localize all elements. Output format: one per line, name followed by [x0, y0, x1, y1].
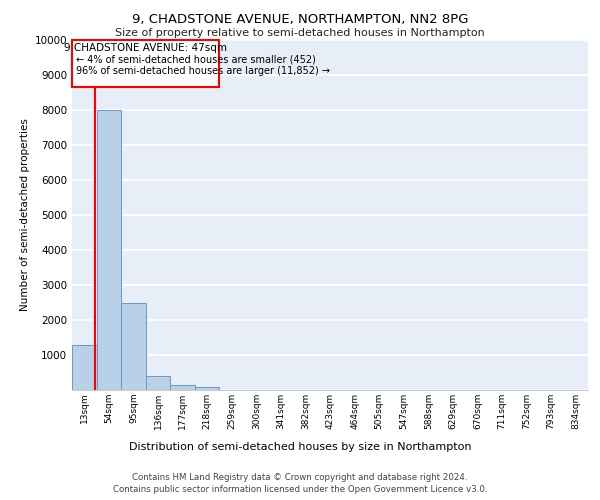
Text: ← 4% of semi-detached houses are smaller (452): ← 4% of semi-detached houses are smaller… — [76, 54, 316, 64]
Y-axis label: Number of semi-detached properties: Number of semi-detached properties — [20, 118, 31, 312]
Text: 96% of semi-detached houses are larger (11,852) →: 96% of semi-detached houses are larger (… — [76, 66, 329, 76]
Bar — [72, 344, 97, 390]
Text: 9, CHADSTONE AVENUE, NORTHAMPTON, NN2 8PG: 9, CHADSTONE AVENUE, NORTHAMPTON, NN2 8P… — [132, 12, 468, 26]
Bar — [146, 376, 170, 390]
Text: Contains public sector information licensed under the Open Government Licence v3: Contains public sector information licen… — [113, 485, 487, 494]
Bar — [72, 40, 220, 88]
Text: Contains HM Land Registry data © Crown copyright and database right 2024.: Contains HM Land Registry data © Crown c… — [132, 472, 468, 482]
Text: Distribution of semi-detached houses by size in Northampton: Distribution of semi-detached houses by … — [129, 442, 471, 452]
Bar — [97, 110, 121, 390]
Text: Size of property relative to semi-detached houses in Northampton: Size of property relative to semi-detach… — [115, 28, 485, 38]
Bar — [121, 302, 146, 390]
Text: 9 CHADSTONE AVENUE: 47sqm: 9 CHADSTONE AVENUE: 47sqm — [64, 43, 227, 53]
Bar — [170, 385, 195, 390]
Bar — [195, 386, 220, 390]
